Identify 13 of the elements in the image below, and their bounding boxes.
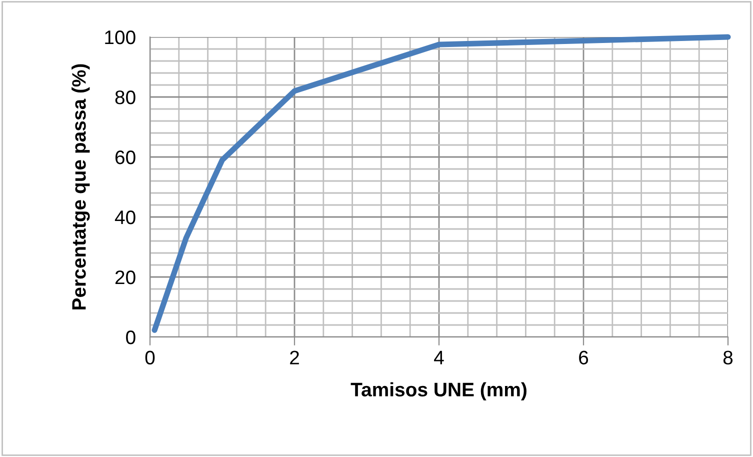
y-tick-label: 0 xyxy=(126,330,136,344)
x-tick-label: 0 xyxy=(145,350,155,364)
x-tick-label: 4 xyxy=(434,350,444,364)
y-tick-label: 80 xyxy=(115,90,136,104)
y-tick-label: 60 xyxy=(115,150,136,164)
x-tick-label: 2 xyxy=(290,350,299,364)
y-tick-label: 20 xyxy=(115,270,136,284)
y-tick-label: 40 xyxy=(114,210,136,224)
y-tick-label: 100 xyxy=(105,30,136,44)
y-axis-title: Percentatge que passa (%) xyxy=(72,64,90,310)
x-tick-label: 8 xyxy=(723,350,733,364)
x-tick-label: 6 xyxy=(579,350,588,364)
x-axis-title: Tamisos UNE (mm) xyxy=(350,382,526,400)
